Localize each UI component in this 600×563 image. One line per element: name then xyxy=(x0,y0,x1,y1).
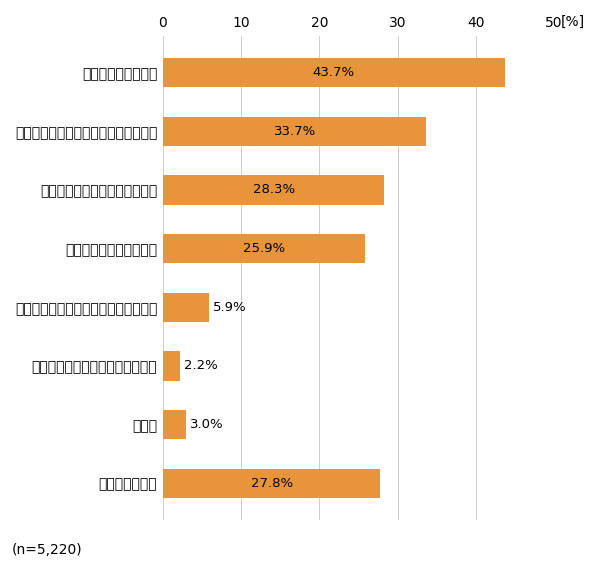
Bar xyxy=(163,293,209,322)
Text: 33.7%: 33.7% xyxy=(274,125,316,138)
Text: 43.7%: 43.7% xyxy=(313,66,355,79)
Bar xyxy=(163,58,505,87)
Bar xyxy=(163,117,427,146)
Text: 5.9%: 5.9% xyxy=(213,301,247,314)
Bar xyxy=(163,175,384,204)
Bar xyxy=(163,468,380,498)
Text: 25.9%: 25.9% xyxy=(243,242,285,255)
Text: [%]: [%] xyxy=(561,15,585,29)
Text: 2.2%: 2.2% xyxy=(184,359,218,372)
Text: 3.0%: 3.0% xyxy=(190,418,224,431)
Bar xyxy=(163,410,187,439)
Bar xyxy=(163,351,180,381)
Text: 28.3%: 28.3% xyxy=(253,184,295,196)
Bar xyxy=(163,234,365,263)
Text: 27.8%: 27.8% xyxy=(251,477,293,490)
Text: (n=5,220): (n=5,220) xyxy=(12,543,83,557)
